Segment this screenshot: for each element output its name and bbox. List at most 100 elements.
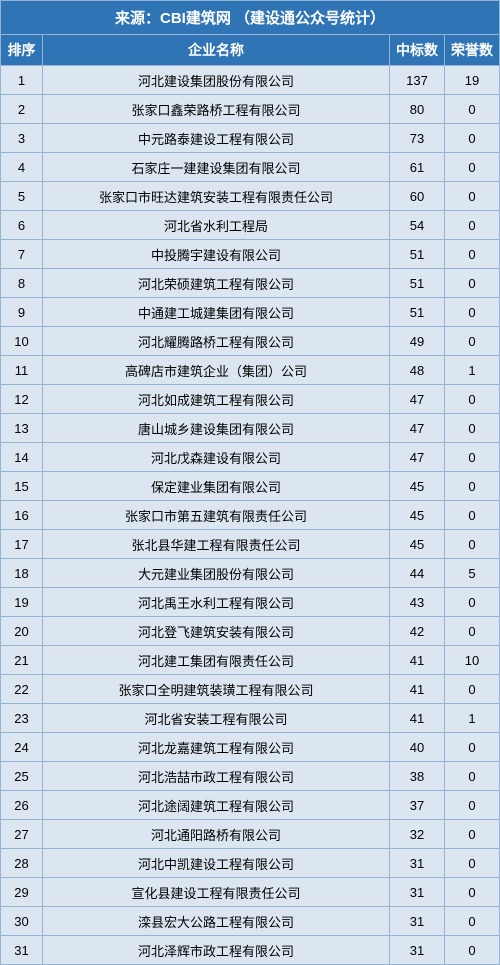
cell-rank: 24 bbox=[1, 733, 43, 762]
cell-name: 河北禹王水利工程有限公司 bbox=[43, 588, 390, 617]
cell-honor: 0 bbox=[445, 588, 500, 617]
cell-honor: 0 bbox=[445, 907, 500, 936]
table-row: 31河北泽辉市政工程有限公司310 bbox=[1, 936, 500, 965]
cell-rank: 10 bbox=[1, 327, 43, 356]
cell-honor: 0 bbox=[445, 820, 500, 849]
cell-name: 河北浩喆市政工程有限公司 bbox=[43, 762, 390, 791]
cell-name: 河北建设集团股份有限公司 bbox=[43, 66, 390, 95]
cell-honor: 0 bbox=[445, 530, 500, 559]
cell-honor: 0 bbox=[445, 443, 500, 472]
cell-name: 张家口全明建筑装璜工程有限公司 bbox=[43, 675, 390, 704]
table-row: 22张家口全明建筑装璜工程有限公司410 bbox=[1, 675, 500, 704]
table-row: 4石家庄一建建设集团有限公司610 bbox=[1, 153, 500, 182]
col-header-name: 企业名称 bbox=[43, 35, 390, 66]
cell-honor: 0 bbox=[445, 269, 500, 298]
cell-name: 张家口鑫荣路桥工程有限公司 bbox=[43, 95, 390, 124]
cell-name: 河北如成建筑工程有限公司 bbox=[43, 385, 390, 414]
cell-name: 河北通阳路桥有限公司 bbox=[43, 820, 390, 849]
cell-rank: 23 bbox=[1, 704, 43, 733]
cell-rank: 21 bbox=[1, 646, 43, 675]
cell-bid: 31 bbox=[390, 936, 445, 965]
cell-honor: 0 bbox=[445, 762, 500, 791]
cell-name: 河北省安装工程有限公司 bbox=[43, 704, 390, 733]
cell-name: 石家庄一建建设集团有限公司 bbox=[43, 153, 390, 182]
cell-rank: 3 bbox=[1, 124, 43, 153]
cell-name: 河北龙嘉建筑工程有限公司 bbox=[43, 733, 390, 762]
cell-honor: 0 bbox=[445, 240, 500, 269]
table-row: 26河北途阔建筑工程有限公司370 bbox=[1, 791, 500, 820]
cell-honor: 0 bbox=[445, 327, 500, 356]
cell-name: 河北荣硕建筑工程有限公司 bbox=[43, 269, 390, 298]
table-row: 21河北建工集团有限责任公司4110 bbox=[1, 646, 500, 675]
ranking-table: 来源：CBI建筑网 （建设通公众号统计） 排序 企业名称 中标数 荣誉数 1河北… bbox=[0, 0, 500, 965]
cell-rank: 12 bbox=[1, 385, 43, 414]
cell-name: 唐山城乡建设集团有限公司 bbox=[43, 414, 390, 443]
cell-bid: 47 bbox=[390, 385, 445, 414]
cell-bid: 38 bbox=[390, 762, 445, 791]
cell-rank: 31 bbox=[1, 936, 43, 965]
cell-honor: 10 bbox=[445, 646, 500, 675]
cell-honor: 0 bbox=[445, 211, 500, 240]
cell-name: 大元建业集团股份有限公司 bbox=[43, 559, 390, 588]
table-row: 6河北省水利工程局540 bbox=[1, 211, 500, 240]
table-row: 27河北通阳路桥有限公司320 bbox=[1, 820, 500, 849]
cell-name: 张家口市旺达建筑安装工程有限责任公司 bbox=[43, 182, 390, 211]
cell-bid: 60 bbox=[390, 182, 445, 211]
cell-bid: 45 bbox=[390, 472, 445, 501]
table-row: 14河北戊森建设有限公司470 bbox=[1, 443, 500, 472]
cell-name: 中投腾宇建设有限公司 bbox=[43, 240, 390, 269]
cell-bid: 31 bbox=[390, 878, 445, 907]
cell-honor: 5 bbox=[445, 559, 500, 588]
cell-honor: 0 bbox=[445, 878, 500, 907]
cell-bid: 42 bbox=[390, 617, 445, 646]
cell-bid: 44 bbox=[390, 559, 445, 588]
col-header-rank: 排序 bbox=[1, 35, 43, 66]
cell-rank: 9 bbox=[1, 298, 43, 327]
cell-bid: 45 bbox=[390, 501, 445, 530]
cell-name: 高碑店市建筑企业（集团）公司 bbox=[43, 356, 390, 385]
cell-bid: 43 bbox=[390, 588, 445, 617]
table-row: 19河北禹王水利工程有限公司430 bbox=[1, 588, 500, 617]
table-row: 12河北如成建筑工程有限公司470 bbox=[1, 385, 500, 414]
table-row: 20河北登飞建筑安装有限公司420 bbox=[1, 617, 500, 646]
cell-rank: 1 bbox=[1, 66, 43, 95]
cell-honor: 1 bbox=[445, 356, 500, 385]
cell-rank: 19 bbox=[1, 588, 43, 617]
cell-bid: 49 bbox=[390, 327, 445, 356]
cell-rank: 4 bbox=[1, 153, 43, 182]
cell-name: 滦县宏大公路工程有限公司 bbox=[43, 907, 390, 936]
cell-bid: 45 bbox=[390, 530, 445, 559]
cell-bid: 31 bbox=[390, 849, 445, 878]
table-row: 17张北县华建工程有限责任公司450 bbox=[1, 530, 500, 559]
table-row: 2张家口鑫荣路桥工程有限公司800 bbox=[1, 95, 500, 124]
cell-name: 张家口市第五建筑有限责任公司 bbox=[43, 501, 390, 530]
cell-bid: 41 bbox=[390, 704, 445, 733]
table-row: 3中元路泰建设工程有限公司730 bbox=[1, 124, 500, 153]
cell-bid: 51 bbox=[390, 298, 445, 327]
cell-honor: 0 bbox=[445, 733, 500, 762]
cell-name: 河北泽辉市政工程有限公司 bbox=[43, 936, 390, 965]
col-header-bid: 中标数 bbox=[390, 35, 445, 66]
cell-name: 河北中凯建设工程有限公司 bbox=[43, 849, 390, 878]
table-row: 8河北荣硕建筑工程有限公司510 bbox=[1, 269, 500, 298]
table-row: 13唐山城乡建设集团有限公司470 bbox=[1, 414, 500, 443]
cell-bid: 37 bbox=[390, 791, 445, 820]
cell-honor: 0 bbox=[445, 182, 500, 211]
table-body: 1河北建设集团股份有限公司137192张家口鑫荣路桥工程有限公司8003中元路泰… bbox=[1, 66, 500, 965]
table-row: 1河北建设集团股份有限公司13719 bbox=[1, 66, 500, 95]
cell-rank: 2 bbox=[1, 95, 43, 124]
cell-name: 张北县华建工程有限责任公司 bbox=[43, 530, 390, 559]
cell-bid: 137 bbox=[390, 66, 445, 95]
cell-rank: 26 bbox=[1, 791, 43, 820]
cell-rank: 15 bbox=[1, 472, 43, 501]
cell-name: 河北省水利工程局 bbox=[43, 211, 390, 240]
col-header-honor: 荣誉数 bbox=[445, 35, 500, 66]
table-row: 28河北中凯建设工程有限公司310 bbox=[1, 849, 500, 878]
cell-bid: 51 bbox=[390, 269, 445, 298]
cell-honor: 0 bbox=[445, 414, 500, 443]
cell-bid: 41 bbox=[390, 675, 445, 704]
cell-rank: 28 bbox=[1, 849, 43, 878]
cell-bid: 61 bbox=[390, 153, 445, 182]
cell-rank: 18 bbox=[1, 559, 43, 588]
cell-rank: 14 bbox=[1, 443, 43, 472]
